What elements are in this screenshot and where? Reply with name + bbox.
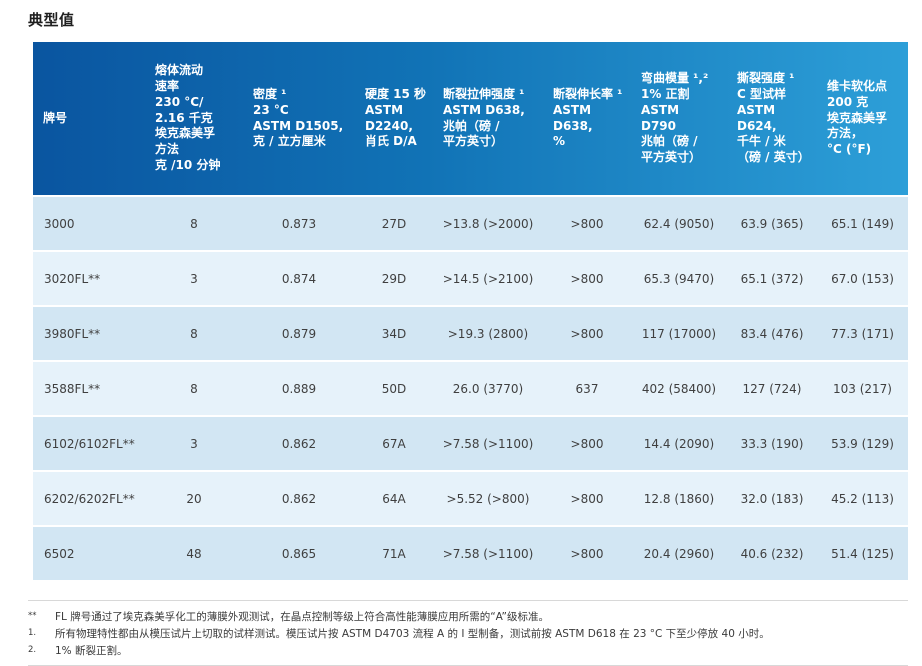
cell-tear: 65.1 (372) <box>727 251 817 307</box>
cell-flexural: 65.3 (9470) <box>631 251 727 307</box>
cell-tensile: >7.58 (>1100) <box>433 526 543 582</box>
cell-density: 0.873 <box>243 196 355 252</box>
cell-tear: 40.6 (232) <box>727 526 817 582</box>
footnote: 1. 所有物理特性都由从模压试片上切取的试样测试。模压试片按 ASTM D470… <box>28 626 908 643</box>
cell-elongation: >800 <box>543 251 631 307</box>
cell-density: 0.865 <box>243 526 355 582</box>
column-header-vicat-softening: 维卡软化点 200 克 埃克森美孚 方法， °C (°F) <box>817 42 908 197</box>
cell-vicat: 67.0 (153) <box>817 251 908 307</box>
cell-tear: 32.0 (183) <box>727 471 817 527</box>
cell-density: 0.879 <box>243 306 355 362</box>
cell-grade: 6202/6202FL** <box>33 471 145 527</box>
cell-hardness: 67A <box>355 416 433 472</box>
cell-elongation: >800 <box>543 526 631 582</box>
footnote-marker: 1. <box>28 627 37 638</box>
cell-melt-flow: 20 <box>145 471 243 527</box>
cell-tear: 127 (724) <box>727 361 817 417</box>
cell-flexural: 62.4 (9050) <box>631 196 727 252</box>
cell-grade: 3588FL** <box>33 361 145 417</box>
footnote-marker: ** <box>28 611 37 621</box>
cell-grade: 3020FL** <box>33 251 145 307</box>
cell-grade: 6102/6102FL** <box>33 416 145 472</box>
footnote-marker: 2. <box>28 644 37 655</box>
table-row: 3980FL** 8 0.879 34D >19.3 (2800) >800 1… <box>33 306 908 362</box>
cell-melt-flow: 3 <box>145 251 243 307</box>
cell-elongation: >800 <box>543 306 631 362</box>
cell-hardness: 27D <box>355 196 433 252</box>
cell-hardness: 71A <box>355 526 433 582</box>
cell-hardness: 50D <box>355 361 433 417</box>
cell-elongation: >800 <box>543 196 631 252</box>
footnote: 2. 1% 断裂正割。 <box>28 643 908 660</box>
cell-melt-flow: 8 <box>145 361 243 417</box>
cell-vicat: 53.9 (129) <box>817 416 908 472</box>
footnote: ** FL 牌号通过了埃克森美孚化工的薄膜外观测试，在晶点控制等级上符合高性能薄… <box>28 609 908 626</box>
cell-flexural: 12.8 (1860) <box>631 471 727 527</box>
column-header-elongation: 断裂伸长率 ¹ ASTM D638, % <box>543 42 631 197</box>
table-row: 6502 48 0.865 71A >7.58 (>1100) >800 20.… <box>33 526 908 582</box>
column-header-grade: 牌号 <box>33 42 145 197</box>
cell-vicat: 77.3 (171) <box>817 306 908 362</box>
column-header-tensile-strength: 断裂拉伸强度 ¹ ASTM D638, 兆帕（磅 / 平方英寸） <box>433 42 543 197</box>
typical-values-table: 牌号 熔体流动 速率 230 °C/ 2.16 千克 埃克森美孚 方法 克 /1… <box>33 42 908 582</box>
table-row: 3020FL** 3 0.874 29D >14.5 (>2100) >800 … <box>33 251 908 307</box>
cell-flexural: 117 (17000) <box>631 306 727 362</box>
cell-tensile: >14.5 (>2100) <box>433 251 543 307</box>
table-row: 3588FL** 8 0.889 50D 26.0 (3770) 637 402… <box>33 361 908 417</box>
footnote-text: FL 牌号通过了埃克森美孚化工的薄膜外观测试，在晶点控制等级上符合高性能薄膜应用… <box>55 611 549 623</box>
cell-melt-flow: 8 <box>145 306 243 362</box>
column-header-tear-strength: 撕裂强度 ¹ C 型试样 ASTM D624, 千牛 / 米 （磅 / 英寸） <box>727 42 817 197</box>
cell-vicat: 103 (217) <box>817 361 908 417</box>
cell-tensile: >13.8 (>2000) <box>433 196 543 252</box>
column-header-flexural-modulus: 弯曲模量 ¹,² 1% 正割 ASTM D790 兆帕（磅 / 平方英寸） <box>631 42 727 197</box>
cell-hardness: 29D <box>355 251 433 307</box>
cell-tensile: >5.52 (>800) <box>433 471 543 527</box>
column-header-hardness: 硬度 15 秒 ASTM D2240, 肖氏 D/A <box>355 42 433 197</box>
cell-tear: 63.9 (365) <box>727 196 817 252</box>
cell-density: 0.862 <box>243 471 355 527</box>
footnote-text: 所有物理特性都由从模压试片上切取的试样测试。模压试片按 ASTM D4703 流… <box>55 627 770 640</box>
cell-density: 0.874 <box>243 251 355 307</box>
cell-melt-flow: 8 <box>145 196 243 252</box>
cell-tensile: 26.0 (3770) <box>433 361 543 417</box>
column-header-density: 密度 ¹ 23 °C ASTM D1505, 克 / 立方厘米 <box>243 42 355 197</box>
cell-elongation: >800 <box>543 471 631 527</box>
cell-grade: 3000 <box>33 196 145 252</box>
table-row: 6202/6202FL** 20 0.862 64A >5.52 (>800) … <box>33 471 908 527</box>
footnote-text: 1% 断裂正割。 <box>55 644 128 657</box>
cell-flexural: 20.4 (2960) <box>631 526 727 582</box>
table-header: 牌号 熔体流动 速率 230 °C/ 2.16 千克 埃克森美孚 方法 克 /1… <box>33 42 908 197</box>
header-row: 牌号 熔体流动 速率 230 °C/ 2.16 千克 埃克森美孚 方法 克 /1… <box>33 42 908 197</box>
cell-hardness: 34D <box>355 306 433 362</box>
table-row: 3000 8 0.873 27D >13.8 (>2000) >800 62.4… <box>33 196 908 252</box>
cell-tear: 83.4 (476) <box>727 306 817 362</box>
cell-elongation: 637 <box>543 361 631 417</box>
cell-tear: 33.3 (190) <box>727 416 817 472</box>
cell-grade: 6502 <box>33 526 145 582</box>
cell-density: 0.862 <box>243 416 355 472</box>
table-body: 3000 8 0.873 27D >13.8 (>2000) >800 62.4… <box>33 196 908 582</box>
footnotes: ** FL 牌号通过了埃克森美孚化工的薄膜外观测试，在晶点控制等级上符合高性能薄… <box>28 600 908 666</box>
table-row: 6102/6102FL** 3 0.862 67A >7.58 (>1100) … <box>33 416 908 472</box>
cell-hardness: 64A <box>355 471 433 527</box>
cell-flexural: 402 (58400) <box>631 361 727 417</box>
cell-vicat: 45.2 (113) <box>817 471 908 527</box>
cell-tensile: >7.58 (>1100) <box>433 416 543 472</box>
cell-tensile: >19.3 (2800) <box>433 306 543 362</box>
cell-melt-flow: 3 <box>145 416 243 472</box>
cell-vicat: 65.1 (149) <box>817 196 908 252</box>
cell-grade: 3980FL** <box>33 306 145 362</box>
cell-elongation: >800 <box>543 416 631 472</box>
page-title: 典型值 <box>28 11 75 29</box>
cell-density: 0.889 <box>243 361 355 417</box>
cell-flexural: 14.4 (2090) <box>631 416 727 472</box>
cell-vicat: 51.4 (125) <box>817 526 908 582</box>
cell-melt-flow: 48 <box>145 526 243 582</box>
column-header-melt-flow-rate: 熔体流动 速率 230 °C/ 2.16 千克 埃克森美孚 方法 克 /10 分… <box>145 42 243 197</box>
